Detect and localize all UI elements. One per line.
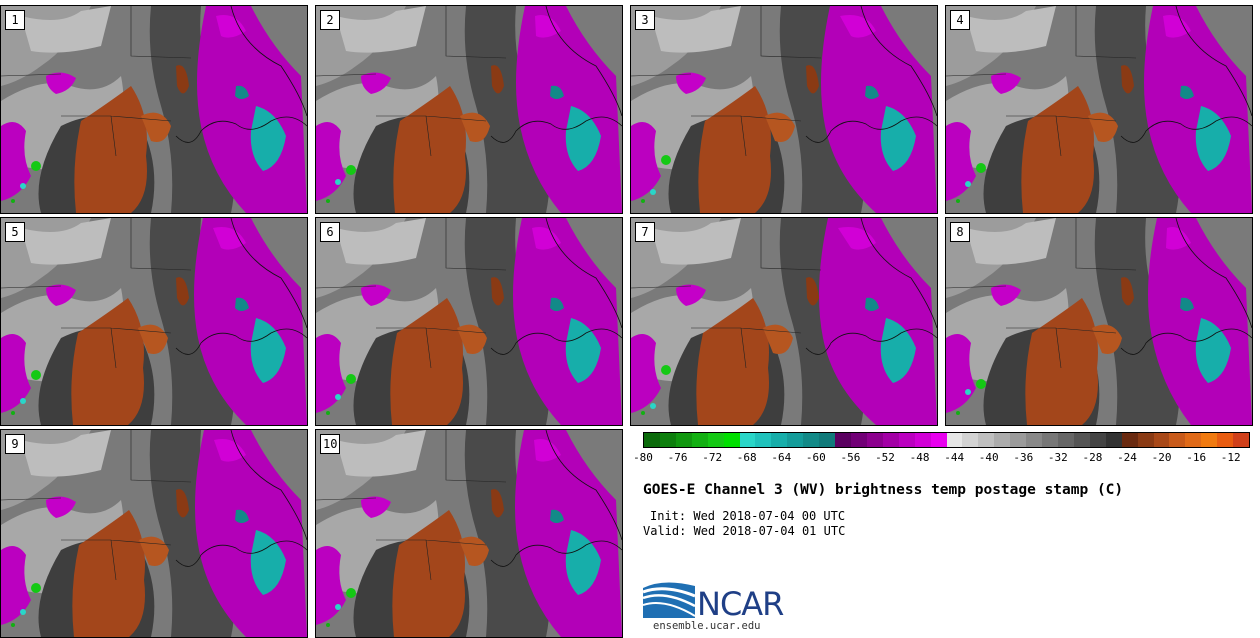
colorbar-segment	[1089, 433, 1106, 447]
colorbar	[643, 432, 1250, 448]
colorbar-segment	[866, 433, 883, 447]
colorbar-segment	[1201, 433, 1218, 447]
colorbar-tick-label: -48	[909, 451, 930, 464]
colorbar-tick-label: -60	[805, 451, 826, 464]
colorbar-segment	[739, 433, 756, 447]
water-vapor-map	[1, 6, 307, 213]
colorbar-tick-label: -68	[736, 451, 757, 464]
water-vapor-map	[946, 6, 1252, 213]
postage-stamp-panel: 1	[0, 5, 308, 214]
colorbar-tick-label: -52	[875, 451, 895, 464]
member-number: 8	[950, 222, 970, 242]
water-vapor-map	[316, 430, 622, 637]
colorbar-segment	[723, 433, 740, 447]
init-time: Init: Wed 2018-07-04 00 UTC	[650, 509, 846, 523]
colorbar-segment	[994, 433, 1011, 447]
colorbar-segment	[755, 433, 772, 447]
water-vapor-map	[631, 218, 937, 425]
colorbar-segment	[882, 433, 899, 447]
colorbar-segment	[819, 433, 836, 447]
colorbar-tick-label: -32	[1047, 451, 1068, 464]
colorbar-segment	[771, 433, 788, 447]
colorbar-segment	[1217, 433, 1234, 447]
colorbar-tick-label: -40	[978, 451, 999, 464]
water-vapor-map	[1, 430, 307, 637]
colorbar-tick-label: -24	[1117, 451, 1137, 464]
colorbar-segment	[978, 433, 995, 447]
water-vapor-map	[316, 218, 622, 425]
ncar-logo-icon	[643, 582, 696, 618]
colorbar-tick-label: -76	[667, 451, 688, 464]
colorbar-segment	[1153, 433, 1170, 447]
colorbar-segment	[691, 433, 708, 447]
colorbar-segment	[1121, 433, 1138, 447]
colorbar-segment	[1169, 433, 1186, 447]
member-number: 9	[5, 434, 25, 454]
colorbar-segment	[835, 433, 851, 447]
colorbar-tick-label: -64	[771, 451, 792, 464]
colorbar-segment	[898, 433, 915, 447]
postage-stamp-panel: 8	[945, 217, 1253, 426]
colorbar-segment	[1105, 433, 1122, 447]
figure-title: GOES-E Channel 3 (WV) brightness temp po…	[643, 482, 1124, 498]
valid-time: Valid: Wed 2018-07-04 01 UTC	[643, 524, 846, 538]
colorbar-segment	[914, 433, 931, 447]
member-number: 10	[320, 434, 341, 454]
colorbar-segment	[644, 433, 660, 447]
colorbar-tick-label: -12	[1220, 451, 1241, 464]
member-number: 2	[320, 10, 340, 30]
colorbar-tick-label: -80	[633, 451, 653, 464]
colorbar-tick-label: -16	[1186, 451, 1207, 464]
colorbar-tick-label: -28	[1082, 451, 1103, 464]
member-number: 5	[5, 222, 25, 242]
postage-stamp-panel: 5	[0, 217, 308, 426]
colorbar-ticks: -80 -76 -72 -68 -64 -60 -56 -52 -48 -44 -40 -36 -32 -…	[633, 451, 1248, 467]
colorbar-tick-label: -20	[1151, 451, 1172, 464]
postage-stamp-panel: 7	[630, 217, 938, 426]
colorbar-segment	[850, 433, 867, 447]
postage-stamp-panel: 10	[315, 429, 623, 638]
postage-stamp-panel: 4	[945, 5, 1253, 214]
member-number: 3	[635, 10, 655, 30]
colorbar-segment	[803, 433, 820, 447]
colorbar-segment	[946, 433, 963, 447]
colorbar-tick-label: -44	[944, 451, 965, 464]
colorbar-tick-label: -56	[840, 451, 861, 464]
colorbar-segment	[1057, 433, 1074, 447]
colorbar-segment	[1233, 433, 1250, 447]
water-vapor-map	[1, 218, 307, 425]
water-vapor-map	[631, 6, 937, 213]
colorbar-tick-label: -72	[702, 451, 723, 464]
colorbar-segment	[1042, 433, 1058, 447]
colorbar-segment	[707, 433, 724, 447]
postage-stamp-panel: 9	[0, 429, 308, 638]
colorbar-segment	[1137, 433, 1154, 447]
ncar-logo-text: NCAR	[697, 585, 784, 623]
water-vapor-map	[316, 6, 622, 213]
colorbar-segment	[1185, 433, 1202, 447]
colorbar-segment	[675, 433, 692, 447]
member-number: 7	[635, 222, 655, 242]
postage-stamp-panel: 2	[315, 5, 623, 214]
colorbar-segment	[1073, 433, 1090, 447]
colorbar-segment	[659, 433, 676, 447]
colorbar-segment	[1010, 433, 1027, 447]
member-number: 1	[5, 10, 25, 30]
colorbar-segment	[1026, 433, 1043, 447]
colorbar-segment	[787, 433, 804, 447]
postage-stamp-panel: 6	[315, 217, 623, 426]
colorbar-segment	[962, 433, 979, 447]
colorbar-tick-label: -36	[1013, 451, 1034, 464]
member-number: 4	[950, 10, 970, 30]
site-url: ensemble.ucar.edu	[653, 620, 761, 632]
member-number: 6	[320, 222, 340, 242]
water-vapor-map	[946, 218, 1252, 425]
colorbar-segment	[930, 433, 947, 447]
postage-stamp-panel: 3	[630, 5, 938, 214]
